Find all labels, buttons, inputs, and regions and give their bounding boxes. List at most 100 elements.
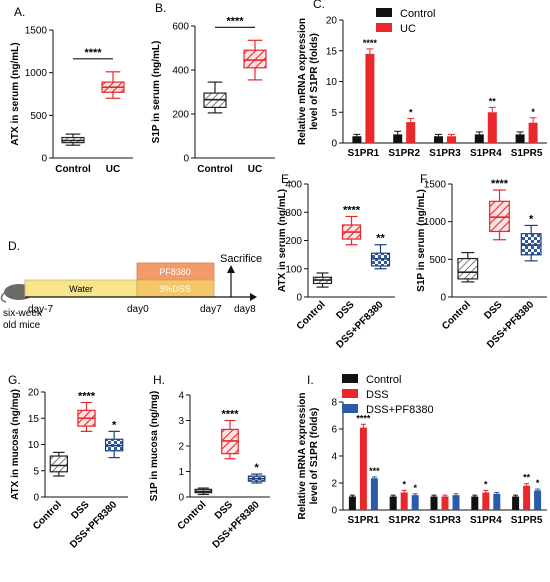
y-tick-label: 200 [172,110,189,121]
panel-label: F. [420,172,429,186]
y-tick-label: 1500 [25,26,48,37]
sacrifice-label: Sacrifice [220,253,262,265]
significance-label: **** [343,204,361,216]
day-label: day7 [200,304,222,315]
y-axis-label: S1P in serum (ng/mL) [416,189,427,292]
panel-label: B. [155,1,166,15]
panel-label: C. [313,0,325,11]
bar [352,136,362,143]
y-tick-label: 10 [326,77,338,88]
x-tick-label: S1PR1 [348,148,380,159]
x-tick-label: S1PR4 [470,148,502,159]
timeline-arrow-icon [250,293,257,301]
y-tick-label: 300 [285,208,302,219]
bar [528,122,538,143]
y-axis-label: Relative mRNA expression [297,18,308,145]
significance-label: ** [523,473,531,483]
bar [359,427,367,510]
y-tick-label: 500 [30,111,47,122]
bar [370,478,378,510]
bar [365,53,375,144]
bar [411,495,419,510]
significance-label: ** [376,233,385,245]
significance-label: * [112,419,117,431]
significance-label: **** [491,178,509,190]
y-tick-label: 0 [440,293,446,304]
bar [515,134,525,143]
bar [534,490,542,510]
bar [474,134,484,143]
box [457,257,479,280]
significance-label: **** [84,47,102,59]
y-axis-label: ATX in mucosa (ng/mg) [10,389,21,500]
significance-label: * [531,107,535,117]
y-axis-label: S1P in serum (ng/mL) [151,41,162,144]
significance-label: **** [363,38,378,48]
panel-label: E. [281,172,292,186]
bar [434,136,443,143]
bar [406,122,416,143]
y-tick-label: 0 [33,493,39,504]
panel-label: I. [307,373,314,387]
chart-panel-b: B. 0 200 400 600 S1P in serum (ng/mL) Control U… [151,1,275,175]
significance-label: * [255,462,260,474]
bar [447,136,456,143]
legend-swatch [342,404,358,413]
y-axis-label: Relative mRNA expression [297,393,308,520]
y-tick-label: 2 [178,442,184,453]
significance-label: **** [221,409,239,421]
day-label: day-7 [28,304,53,315]
y-tick-label: 1000 [25,68,48,79]
y-tick-label: 10 [28,440,40,451]
y-tick-label: 15 [326,46,338,57]
x-tick-label: Control [440,299,473,332]
bar [493,493,501,510]
significance-label: * [409,107,413,117]
day-label: day8 [234,304,256,315]
y-tick-label: 0 [296,293,302,304]
y-axis-label: level of S1PR (folds) [309,408,320,505]
legend-swatch [342,389,358,398]
legend-swatch [376,8,392,17]
chart-panel-c: C. 0 5 10 15 20 Relative mRNA expression level … [297,0,547,159]
x-tick-label: DSS [213,499,236,522]
chart-panel-g: G. 0 5 10 15 20 ATX in mucosa (ng/mg) Control DS… [8,373,128,551]
panel-label-d: D. [8,239,20,253]
mouse-text-1: six-week [3,308,43,319]
y-tick-label: 0 [331,139,337,150]
x-tick-label: S1PR3 [429,148,461,159]
chart-panel-i: I. 0 2 4 6 8 Relative mRNA expression level of … [297,373,547,526]
legend-label: DSS+PF8380 [366,404,434,416]
bar [441,496,449,510]
x-tick-label: S1PR2 [388,148,420,159]
x-tick-label: S1PR1 [348,515,380,526]
box [243,49,267,69]
y-tick-label: 0 [183,154,189,165]
x-tick-label: Control [55,164,91,175]
significance-label: **** [356,413,371,423]
y-axis-label: ATX in serum (ng/mL) [10,42,21,145]
bar [389,496,397,510]
significance-label: **** [226,15,244,27]
x-tick-label: S1PR5 [511,148,543,159]
mouse-text-2: old mice [3,320,41,331]
significance-label: * [402,479,406,489]
bar [487,112,497,143]
y-tick-label: 3 [178,416,184,427]
bar [393,134,403,143]
y-tick-label: 20 [326,16,338,27]
bar [430,496,438,510]
significance-label: * [484,479,488,489]
chart-panel-a: A. 0 500 1000 1500 ATX in serum (ng/mL) Contro… [10,5,133,175]
x-tick-label: UC [248,164,262,175]
x-tick-label: Control [197,164,233,175]
x-tick-label: DSS+PF8380 [211,499,263,551]
y-tick-label: 5 [331,108,337,119]
significance-label: * [536,478,540,488]
pf8380-label: PF8380 [159,267,191,277]
y-tick-label: 400 [285,180,302,191]
legend-swatch [376,23,392,32]
sacrifice-arrow-icon [227,265,235,273]
